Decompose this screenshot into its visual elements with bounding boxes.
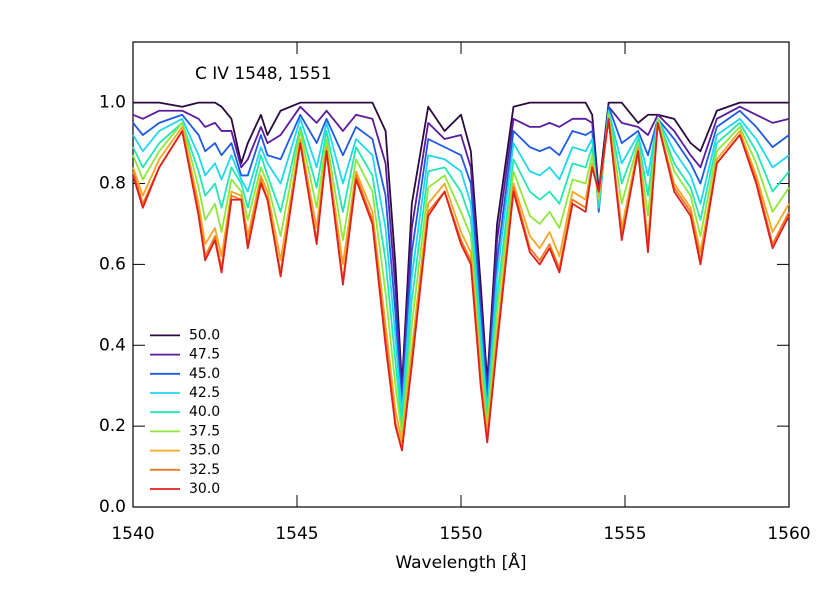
series-line	[132, 105, 790, 407]
annotation: C IV 1548, 1551	[195, 64, 332, 84]
legend-label: 47.5	[189, 347, 220, 363]
series-line	[132, 109, 790, 415]
series-line	[133, 101, 789, 387]
y-tick-label: 0.8	[99, 174, 126, 194]
x-tick-label: 1560	[767, 524, 810, 544]
series-line	[132, 109, 790, 428]
legend-label: 30.0	[189, 481, 220, 497]
legend-label: 32.5	[189, 462, 220, 478]
y-tick-label: 0.4	[99, 335, 126, 355]
legend-label: 42.5	[189, 385, 220, 401]
x-tick-label: 1540	[111, 524, 154, 544]
x-tick-label: 1550	[439, 524, 482, 544]
x-axis-label: Wavelength [Å]	[395, 551, 526, 573]
legend-label: 35.0	[189, 443, 220, 459]
y-tick-label: 0.0	[99, 497, 126, 517]
legend-label: 45.0	[189, 366, 220, 382]
series-line	[132, 117, 790, 452]
x-tick-label: 1545	[275, 524, 318, 544]
legend-label: 40.0	[189, 404, 220, 420]
y-tick-label: 0.2	[99, 416, 126, 436]
y-tick-label: 0.6	[99, 254, 126, 274]
plot-frame	[132, 41, 790, 508]
legend-label: 50.0	[189, 327, 220, 343]
y-tick-label: 1.0	[99, 93, 126, 113]
series-line	[132, 113, 790, 436]
x-tick-label: 1555	[603, 524, 646, 544]
legend-label: 37.5	[189, 423, 220, 439]
series-line	[132, 105, 790, 395]
